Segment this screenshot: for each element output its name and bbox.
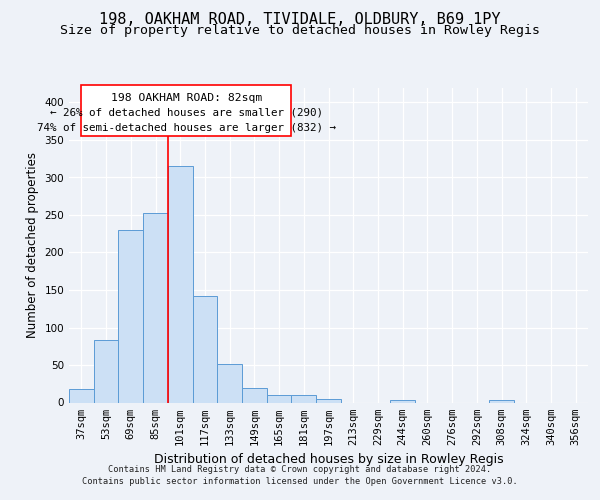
Text: 198, OAKHAM ROAD, TIVIDALE, OLDBURY, B69 1PY: 198, OAKHAM ROAD, TIVIDALE, OLDBURY, B69… xyxy=(99,12,501,28)
FancyBboxPatch shape xyxy=(82,85,292,136)
Text: 74% of semi-detached houses are larger (832) →: 74% of semi-detached houses are larger (… xyxy=(37,122,336,132)
Bar xyxy=(94,340,118,402)
Bar xyxy=(217,364,242,403)
X-axis label: Distribution of detached houses by size in Rowley Regis: Distribution of detached houses by size … xyxy=(154,453,503,466)
Text: 198 OAKHAM ROAD: 82sqm: 198 OAKHAM ROAD: 82sqm xyxy=(111,92,262,102)
Bar xyxy=(316,399,341,402)
Bar xyxy=(69,389,94,402)
Bar xyxy=(390,400,415,402)
Bar xyxy=(242,388,267,402)
Text: Contains HM Land Registry data © Crown copyright and database right 2024.: Contains HM Land Registry data © Crown c… xyxy=(109,465,491,474)
Text: Contains public sector information licensed under the Open Government Licence v3: Contains public sector information licen… xyxy=(82,477,518,486)
Bar xyxy=(168,166,193,402)
Text: Size of property relative to detached houses in Rowley Regis: Size of property relative to detached ho… xyxy=(60,24,540,37)
Bar xyxy=(292,395,316,402)
Bar xyxy=(489,400,514,402)
Y-axis label: Number of detached properties: Number of detached properties xyxy=(26,152,39,338)
Bar xyxy=(267,395,292,402)
Bar xyxy=(118,230,143,402)
Bar xyxy=(143,214,168,402)
Text: ← 26% of detached houses are smaller (290): ← 26% of detached houses are smaller (29… xyxy=(50,108,323,118)
Bar xyxy=(193,296,217,403)
